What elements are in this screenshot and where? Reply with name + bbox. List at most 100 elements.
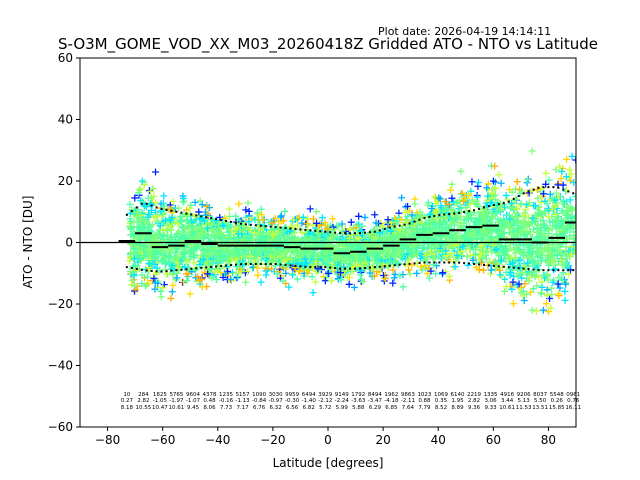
- envelope-lower-dot: [388, 264, 391, 267]
- scatter-point: [225, 205, 233, 213]
- scatter-point: [244, 267, 252, 275]
- scatter-point: [548, 194, 556, 202]
- envelope-upper-dot: [567, 190, 570, 193]
- scatter-point: [461, 233, 469, 241]
- bin-stat-label: -0.84: [252, 398, 267, 404]
- bin-stat-label: 8037: [533, 392, 547, 398]
- scatter-point: [143, 281, 151, 289]
- scatter-point: [153, 217, 161, 225]
- scatter-point: [265, 249, 273, 257]
- envelope-upper-dot: [552, 186, 555, 189]
- scatter-point: [226, 212, 234, 220]
- scatter-point: [196, 226, 204, 234]
- scatter-point: [147, 206, 155, 214]
- scatter-point: [143, 218, 151, 226]
- envelope-upper-dot: [507, 200, 510, 203]
- envelope-upper-dot: [210, 217, 213, 220]
- scatter-point: [406, 270, 414, 278]
- scatter-point: [194, 230, 202, 238]
- scatter-point: [514, 218, 522, 226]
- envelope-lower-dot: [349, 267, 352, 270]
- scatter-point: [498, 242, 506, 250]
- scatter-point: [126, 268, 134, 276]
- scatter-point: [381, 248, 389, 256]
- scatter-point: [245, 218, 253, 226]
- scatter-point: [282, 269, 290, 277]
- scatter-point: [242, 278, 250, 286]
- x-tick-label: 60: [486, 433, 501, 447]
- scatter-point: [519, 250, 527, 258]
- scatter-point: [506, 244, 514, 252]
- scatter-point: [562, 247, 570, 255]
- envelope-lower-dot: [234, 263, 237, 266]
- scatter-point: [152, 168, 160, 176]
- bin-stat-label: 7.17: [236, 405, 249, 411]
- envelope-upper-dot: [205, 216, 208, 219]
- scatter-point: [138, 177, 146, 185]
- scatter-point: [506, 215, 514, 223]
- scatter-point: [168, 288, 176, 296]
- envelope-lower-dot: [185, 268, 188, 271]
- scatter-point: [308, 234, 316, 242]
- bin-stat-label: 5.99: [336, 405, 349, 411]
- envelope-upper-dot: [274, 226, 277, 229]
- scatter-point: [227, 276, 235, 284]
- scatter-point: [193, 244, 201, 252]
- scatter-point: [460, 197, 468, 205]
- y-tick-label: −40: [48, 359, 73, 373]
- scatter-point: [531, 218, 539, 226]
- bin-stat-label: 1023: [417, 392, 431, 398]
- scatter-point: [404, 202, 412, 210]
- scatter-point: [384, 263, 392, 271]
- scatter-point: [128, 281, 136, 289]
- scatter-point: [494, 207, 502, 215]
- scatter-point: [315, 266, 323, 274]
- envelope-lower-dot: [309, 266, 312, 269]
- envelope-upper-dot: [433, 215, 436, 218]
- scatter-point: [234, 262, 242, 270]
- scatter-point: [181, 250, 189, 258]
- bin-stat-label: 4916: [500, 392, 514, 398]
- scatter-point: [524, 259, 532, 267]
- scatter-point: [528, 147, 536, 155]
- scatter-point: [430, 250, 438, 258]
- scatter-point: [340, 240, 348, 248]
- scatter-point: [219, 274, 227, 282]
- envelope-upper-dot: [358, 232, 361, 235]
- scatter-point: [545, 226, 553, 234]
- scatter-point: [350, 263, 358, 271]
- scatter-point: [341, 256, 349, 264]
- scatter-point: [568, 152, 576, 160]
- envelope-lower-dot: [249, 263, 252, 266]
- scatter-point: [198, 201, 206, 209]
- scatter-point: [484, 180, 492, 188]
- x-tick-label: 20: [375, 433, 390, 447]
- scatter-point: [281, 257, 289, 265]
- scatter-point: [497, 257, 505, 265]
- scatter-point: [510, 221, 518, 229]
- scatter-point: [403, 245, 411, 253]
- scatter-point: [373, 251, 381, 259]
- bin-stat-label: 9.45: [187, 405, 200, 411]
- envelope-upper-dot: [572, 192, 575, 195]
- scatter-point: [556, 284, 564, 292]
- envelope-lower-dot: [319, 266, 322, 269]
- scatter-point: [520, 297, 528, 305]
- envelope-upper-dot: [175, 210, 178, 213]
- scatter-point: [541, 244, 549, 252]
- scatter-point: [354, 261, 362, 269]
- scatter-point: [186, 290, 194, 298]
- scatter-point: [253, 251, 261, 259]
- scatter-point: [273, 251, 281, 259]
- envelope-lower-dot: [517, 267, 520, 270]
- scatter-point: [176, 216, 184, 224]
- scatter-point: [508, 254, 516, 262]
- envelope-upper-dot: [542, 186, 545, 189]
- envelope-lower-dot: [492, 264, 495, 267]
- scatter-point: [147, 187, 155, 195]
- scatter-point: [389, 232, 397, 240]
- scatter-point: [531, 202, 539, 210]
- scatter-point: [205, 204, 213, 212]
- y-tick-label: 60: [58, 51, 73, 65]
- bin-stat-label: 8.89: [451, 405, 464, 411]
